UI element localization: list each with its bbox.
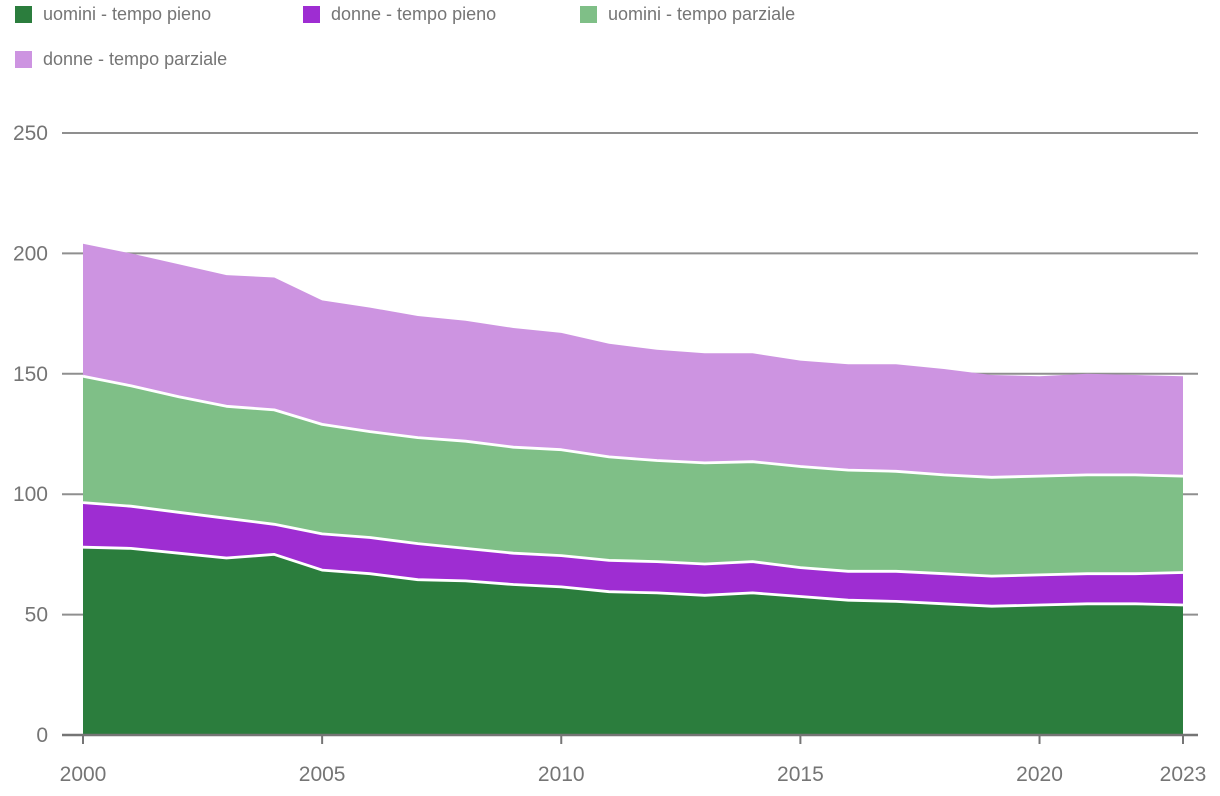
y-axis-label-250: 250 <box>13 122 48 145</box>
x-axis-label-2015: 2015 <box>777 763 824 786</box>
series-boundary-line-0 <box>82 545 1184 608</box>
y-axis-label-200: 200 <box>13 242 48 265</box>
series-boundary-line-2 <box>82 374 1184 479</box>
x-axis-label-2023: 2023 <box>1160 763 1207 786</box>
area-donne-tempo-pieno[interactable] <box>83 502 1183 607</box>
y-axis-label-100: 100 <box>13 483 48 506</box>
legend-swatch-donne-tempo-pieno <box>303 6 320 23</box>
area-uomini-tempo-pieno[interactable] <box>83 547 1183 735</box>
legend-item-donne-tempo-pieno[interactable]: donne - tempo pieno <box>303 4 496 25</box>
area-uomini-tempo-parziale[interactable] <box>83 376 1183 577</box>
area-donne-tempo-parziale[interactable] <box>83 243 1183 478</box>
legend-swatch-donne-tempo-parziale <box>15 51 32 68</box>
legend-label-donne-tempo-parziale: donne - tempo parziale <box>43 49 228 69</box>
y-axis-label-150: 150 <box>13 363 48 386</box>
legend-label-uomini-tempo-pieno: uomini - tempo pieno <box>43 4 212 24</box>
x-axis-label-2020: 2020 <box>1016 763 1063 786</box>
legend-item-donne-tempo-parziale[interactable]: donne - tempo parziale <box>15 49 227 70</box>
y-axis-label-50: 50 <box>25 604 48 627</box>
legend-label-uomini-tempo-parziale: uomini - tempo parziale <box>608 4 796 24</box>
legend-swatch-uomini-tempo-parziale <box>580 6 597 23</box>
y-axis-label-0: 0 <box>36 724 48 747</box>
x-axis-label-2000: 2000 <box>60 763 107 786</box>
series-boundary-line-1 <box>82 501 1184 578</box>
legend-swatch-uomini-tempo-pieno <box>15 6 32 23</box>
legend-item-uomini-tempo-pieno[interactable]: uomini - tempo pieno <box>15 4 211 25</box>
legend-item-uomini-tempo-parziale[interactable]: uomini - tempo parziale <box>580 4 795 25</box>
x-axis-label-2005: 2005 <box>299 763 346 786</box>
x-axis-label-2010: 2010 <box>538 763 585 786</box>
legend-label-donne-tempo-pieno: donne - tempo pieno <box>331 4 497 24</box>
